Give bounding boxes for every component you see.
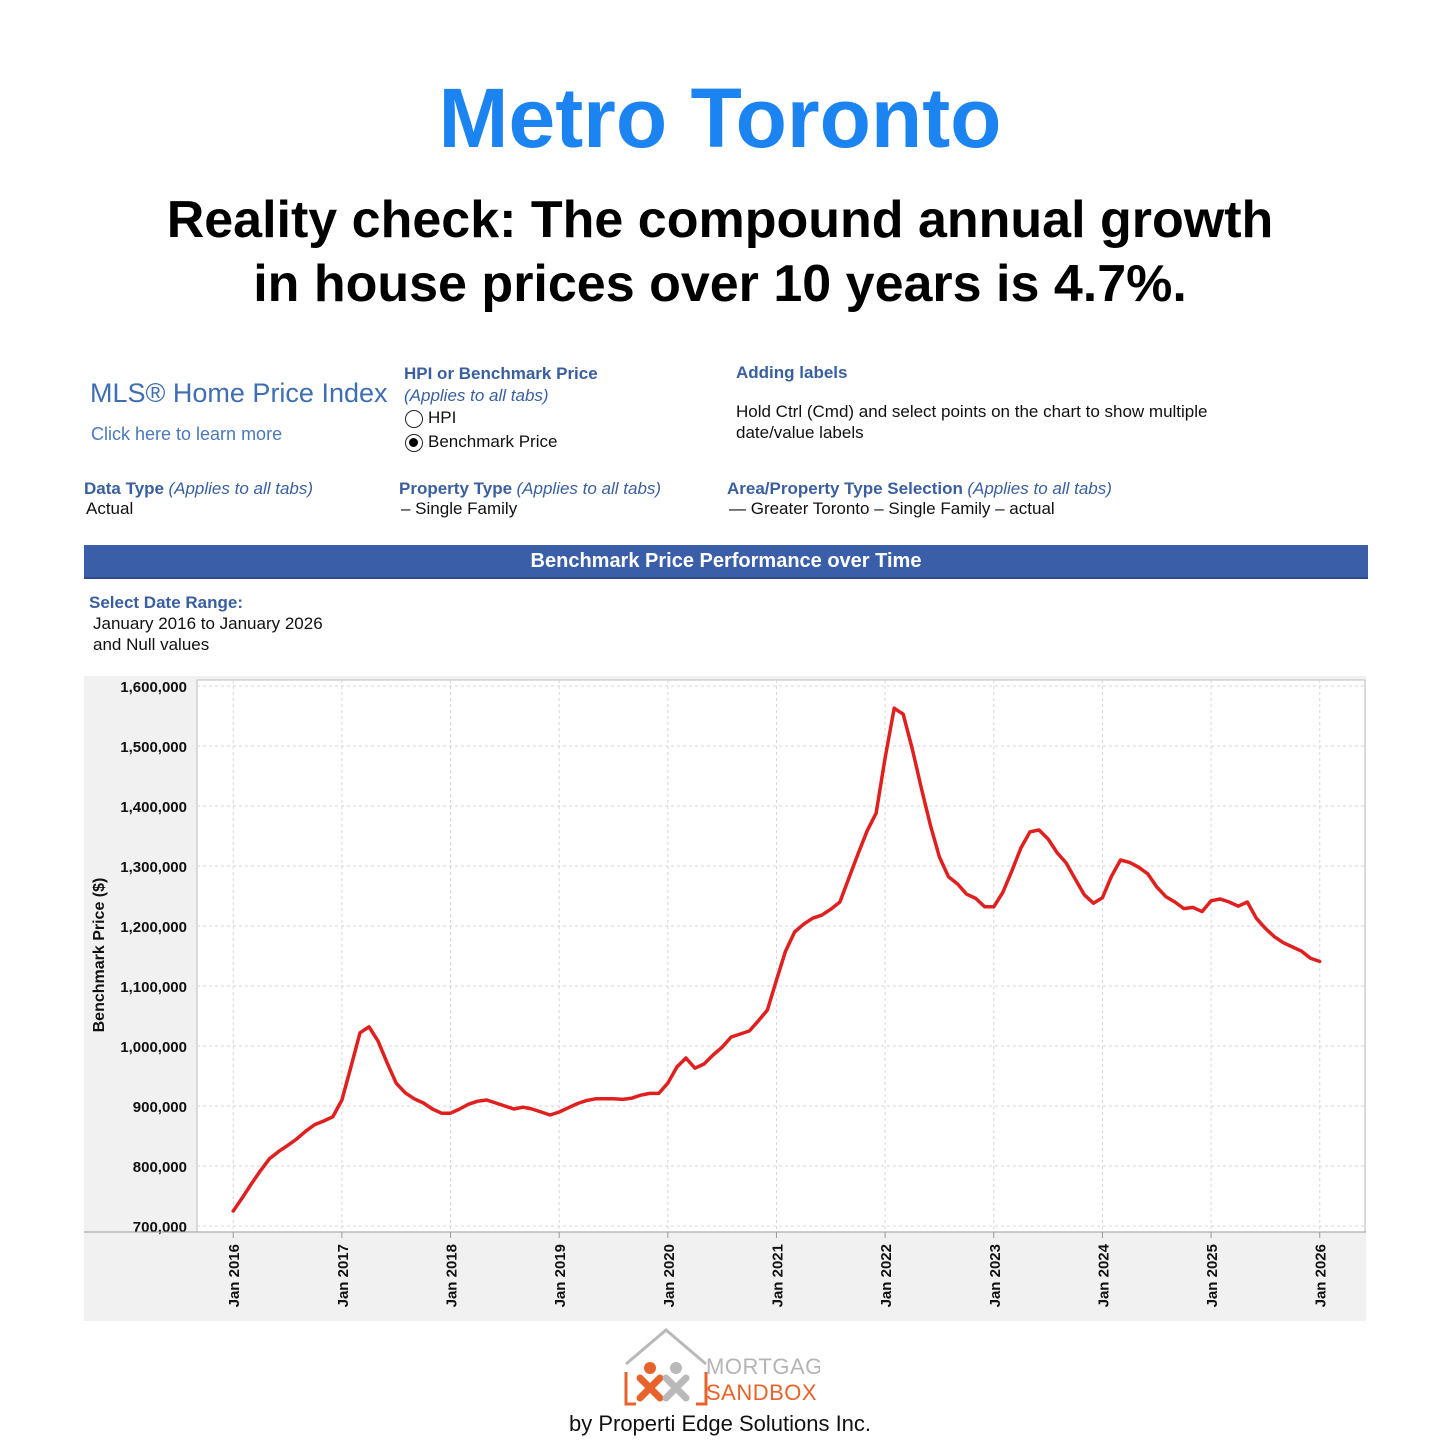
x-tick-labels: Jan 2016 Jan 2017 Jan 2018 Jan 2019 Jan 2020… xyxy=(226,1243,1330,1307)
y-tick-label: 800,000 xyxy=(133,1159,187,1176)
mortgage-sandbox-logo: MORTGAGE SANDBOX xyxy=(624,1328,820,1406)
plot-area xyxy=(196,679,1366,1233)
x-gridlines xyxy=(232,680,1321,1238)
area-selection-label: Area/Property Type Selection xyxy=(727,479,963,498)
y-tick-label: 1,300,000 xyxy=(120,859,187,876)
logo-x-orange-icon xyxy=(636,1374,664,1402)
x-tick-label: Jan 2021 xyxy=(769,1244,786,1307)
y-axis-label: Benchmark Price ($) xyxy=(91,878,108,1033)
x-tick-label: Jan 2025 xyxy=(1204,1244,1221,1307)
y-tick-label: 700,000 xyxy=(133,1219,187,1236)
y-tick-label: 1,500,000 xyxy=(120,739,187,756)
x-tick-label: Jan 2017 xyxy=(335,1244,352,1307)
subtitle-line-2: in house prices over 10 years is 4.7%. xyxy=(253,255,1187,313)
x-tick-label: Jan 2023 xyxy=(987,1244,1004,1307)
property-type-note: (Applies to all tabs) xyxy=(516,479,662,498)
page-subtitle: Reality check: The compound annual growt… xyxy=(100,188,1340,316)
logo-roof-icon xyxy=(625,1328,707,1366)
adding-labels-text-1: Hold Ctrl (Cmd) and select points on the… xyxy=(736,402,1208,421)
property-type-header: Property Type (Applies to all tabs) xyxy=(399,479,661,499)
logo-text-sandbox: SANDBOX xyxy=(706,1380,817,1405)
x-tick-label: Jan 2019 xyxy=(552,1244,569,1307)
logo-text-mortgage: MORTGAGE xyxy=(706,1354,820,1379)
y-tick-label: 1,400,000 xyxy=(120,799,187,816)
logo-x-grey-icon xyxy=(662,1374,690,1402)
hpi-label: HPI or Benchmark Price xyxy=(404,364,598,383)
page-title: Metro Toronto xyxy=(438,71,1002,165)
x-tick-label: Jan 2022 xyxy=(878,1244,895,1307)
x-tick-label: Jan 2024 xyxy=(1095,1243,1112,1307)
data-type-note: (Applies to all tabs) xyxy=(168,479,314,498)
data-type-value[interactable]: Actual xyxy=(86,499,134,518)
y-tick-label: 1,000,000 xyxy=(120,1039,187,1056)
date-range-value-2: and Null values xyxy=(93,635,210,654)
learn-more-link[interactable]: Click here to learn more xyxy=(91,424,283,444)
data-type-header: Data Type (Applies to all tabs) xyxy=(84,479,313,499)
adding-labels-title: Adding labels xyxy=(736,363,848,382)
logo-person-orange-icon xyxy=(644,1362,656,1374)
footer-byline: by Properti Edge Solutions Inc. xyxy=(568,1411,872,1436)
series-line[interactable] xyxy=(231,706,1322,1213)
radio-benchmark-label: Benchmark Price xyxy=(428,432,558,451)
radio-hpi-circle[interactable] xyxy=(405,409,423,428)
chart-banner: Benchmark Price Performance over Time xyxy=(84,545,1368,579)
property-type-label: Property Type xyxy=(399,479,513,498)
y-tick-label: 1,200,000 xyxy=(120,919,187,936)
adding-labels-text-2: date/value labels xyxy=(736,423,864,442)
x-tick-label: Jan 2016 xyxy=(226,1244,243,1307)
logo-person-grey-icon xyxy=(670,1362,682,1374)
area-selection-header: Area/Property Type Selection (Applies to… xyxy=(727,479,1112,499)
area-selection-note: (Applies to all tabs) xyxy=(967,479,1112,498)
y-tick-label: 1,600,000 xyxy=(120,679,187,696)
subtitle-line-1: Reality check: The compound annual growt… xyxy=(166,191,1274,249)
hpi-note: (Applies to all tabs) xyxy=(404,386,549,405)
radio-hpi[interactable]: HPI xyxy=(405,408,456,428)
radio-benchmark-circle[interactable] xyxy=(405,433,423,452)
date-range-value-1[interactable]: January 2016 to January 2026 xyxy=(93,614,323,633)
x-tick-label: Jan 2018 xyxy=(444,1244,461,1307)
property-type-value[interactable]: – Single Family xyxy=(401,499,518,518)
y-tick-label: 900,000 xyxy=(133,1099,187,1116)
y-gridlines xyxy=(197,685,1365,1227)
x-tick-label: Jan 2026 xyxy=(1313,1244,1330,1307)
y-tick-label: 1,100,000 xyxy=(120,979,187,996)
data-type-label: Data Type xyxy=(84,479,164,498)
date-range-label: Select Date Range: xyxy=(89,593,243,612)
x-tick-label: Jan 2020 xyxy=(661,1244,678,1307)
y-tick-labels: 700,000 800,000 900,000 1,000,000 1,100,000 1… xyxy=(120,679,187,1236)
area-selection-value[interactable]: — Greater Toronto – Single Family – actu… xyxy=(729,499,1055,518)
logo-bracket-icon xyxy=(624,1372,708,1406)
radio-hpi-label: HPI xyxy=(428,408,457,427)
mls-title: MLS® Home Price Index xyxy=(90,378,388,408)
radio-benchmark[interactable]: Benchmark Price xyxy=(405,432,557,452)
